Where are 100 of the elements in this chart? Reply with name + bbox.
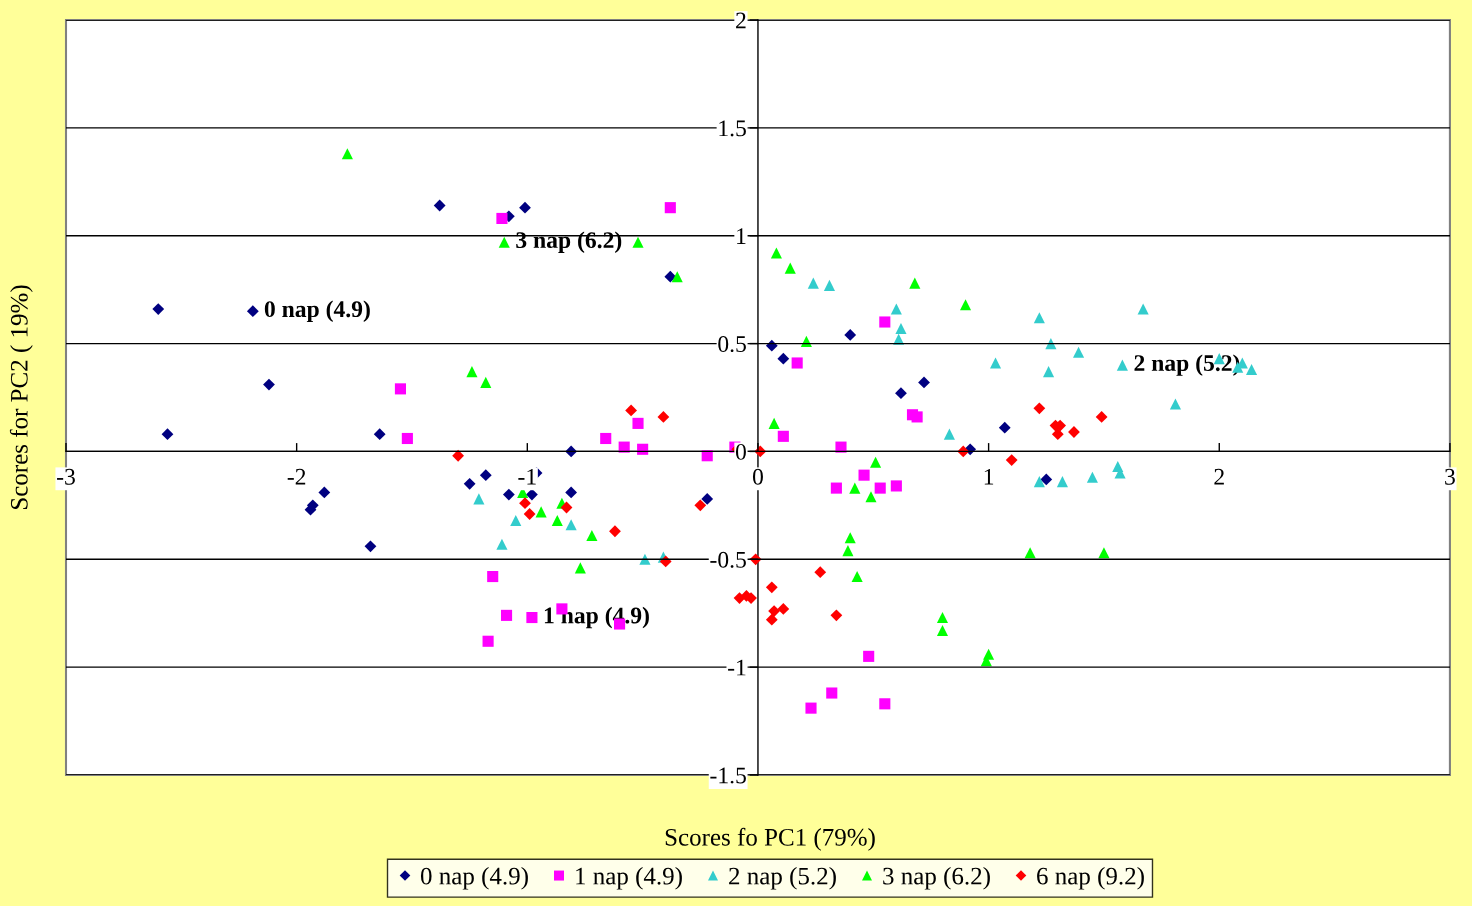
legend-label: 0 nap (4.9) xyxy=(420,866,528,890)
point xyxy=(849,482,861,494)
point xyxy=(625,404,637,417)
point xyxy=(807,277,819,289)
annotation: 0 nap (4.9) xyxy=(264,300,370,322)
point xyxy=(936,611,949,624)
point xyxy=(632,417,644,429)
point xyxy=(918,376,930,389)
point xyxy=(830,609,843,622)
point xyxy=(911,411,923,423)
point xyxy=(844,329,857,341)
point xyxy=(768,417,780,429)
x-tick-label: 2 xyxy=(1214,468,1224,485)
point xyxy=(452,449,464,462)
y-tick-label: 1 xyxy=(737,228,746,244)
point xyxy=(784,262,796,274)
point xyxy=(874,482,886,494)
point xyxy=(805,702,817,714)
point xyxy=(496,212,508,225)
y-tick-label: 2 xyxy=(736,12,746,29)
point xyxy=(895,322,907,335)
point xyxy=(989,357,1002,369)
point xyxy=(879,698,891,710)
point xyxy=(768,605,780,617)
y-axis-title: Scores for PC2 ( 19%) xyxy=(9,285,33,509)
point xyxy=(936,624,949,637)
point xyxy=(519,497,531,510)
legend-label: 2 nap (5.2) xyxy=(729,866,836,890)
point xyxy=(519,201,531,214)
point xyxy=(498,236,510,248)
point xyxy=(659,555,672,568)
point xyxy=(526,611,538,624)
point xyxy=(765,581,778,594)
point xyxy=(823,279,836,291)
point xyxy=(814,566,827,579)
point xyxy=(998,421,1011,434)
point xyxy=(510,514,522,527)
point xyxy=(1095,411,1108,423)
y-tick-label: -1.5 xyxy=(710,767,746,784)
point xyxy=(943,428,955,440)
point xyxy=(1033,476,1045,488)
point xyxy=(863,650,875,662)
point xyxy=(246,305,259,318)
point xyxy=(632,236,644,248)
point xyxy=(1086,471,1098,483)
point xyxy=(1024,547,1036,559)
point xyxy=(1043,366,1055,378)
x-axis-title: Scores fo PC1 (79%) xyxy=(665,827,875,851)
point xyxy=(373,428,386,441)
point xyxy=(1033,312,1045,324)
point xyxy=(161,428,174,441)
point xyxy=(791,357,803,369)
point xyxy=(657,411,670,423)
point xyxy=(694,499,707,512)
point xyxy=(1137,303,1149,315)
point xyxy=(865,491,877,503)
y-tick-label: -0.5 xyxy=(710,551,746,568)
point xyxy=(600,432,612,445)
point xyxy=(466,366,478,378)
legend-label: 1 nap (4.9) xyxy=(576,866,682,890)
x-tick-label: 0 xyxy=(752,468,763,485)
point xyxy=(1073,346,1085,358)
point xyxy=(777,430,789,442)
point xyxy=(842,545,854,557)
point xyxy=(893,333,905,345)
point xyxy=(152,303,165,315)
point xyxy=(551,514,563,527)
point xyxy=(664,202,676,214)
point xyxy=(1005,454,1018,466)
point xyxy=(701,492,714,505)
point xyxy=(487,570,499,583)
point xyxy=(890,480,902,492)
point xyxy=(318,486,331,499)
legend-label: 6 nap (9.2) xyxy=(1037,866,1144,890)
point xyxy=(851,570,863,583)
point xyxy=(777,352,790,365)
point xyxy=(1056,476,1068,488)
point xyxy=(890,303,902,315)
point xyxy=(1040,473,1053,486)
point xyxy=(502,488,515,501)
point xyxy=(1169,398,1181,410)
point xyxy=(909,277,921,289)
point xyxy=(1051,428,1064,441)
point xyxy=(777,603,790,615)
y-tick-label: -1 xyxy=(728,659,746,676)
point xyxy=(830,482,842,494)
point xyxy=(835,441,847,453)
point xyxy=(1033,402,1046,415)
legend-label: 3 nap (6.2) xyxy=(883,866,990,890)
point xyxy=(500,609,513,621)
point xyxy=(463,477,476,490)
point xyxy=(565,519,577,531)
point xyxy=(496,538,508,550)
point xyxy=(858,469,870,481)
point xyxy=(433,199,446,212)
point xyxy=(586,530,598,542)
point xyxy=(482,635,494,647)
point xyxy=(826,687,838,699)
point xyxy=(1246,363,1258,376)
point xyxy=(263,378,275,391)
